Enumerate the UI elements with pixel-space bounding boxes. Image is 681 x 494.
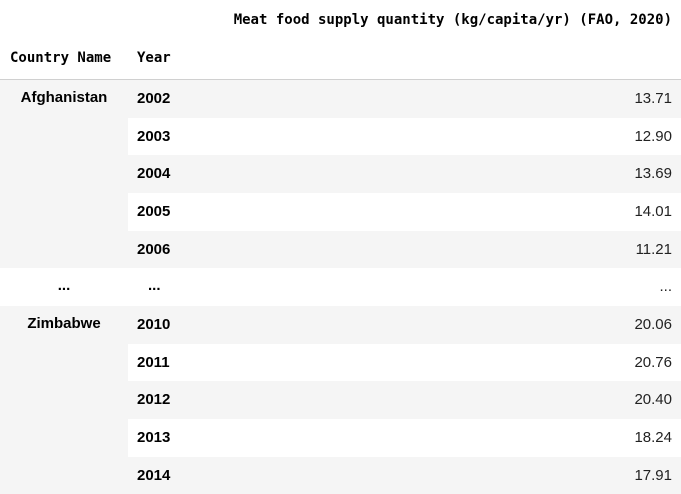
- country-cell: Afghanistan: [20, 89, 108, 106]
- ellipsis-country-cell: ...: [57, 277, 71, 295]
- table-header-row: Country Name Year: [0, 46, 681, 80]
- year-column-header: Year: [137, 50, 171, 66]
- table-body: Afghanistan 2002 13.71 2003 12.90 2004 1…: [0, 80, 681, 494]
- table-row: 2011 20.76: [0, 343, 681, 382]
- value-cell: 12.90: [634, 127, 672, 145]
- table-row: 2014 17.91: [0, 456, 681, 494]
- year-cell: 2014: [137, 466, 171, 484]
- value-cell: 20.40: [634, 391, 672, 409]
- ellipsis-year-cell: ...: [148, 277, 161, 295]
- year-cell: 2003: [137, 127, 171, 145]
- table-row: 2006 11.21: [0, 230, 681, 269]
- value-cell: 13.69: [634, 165, 672, 183]
- value-cell: 14.01: [634, 202, 672, 220]
- table-row: 2005 14.01: [0, 192, 681, 231]
- year-cell: 2010: [137, 315, 171, 333]
- value-cell: 13.71: [634, 90, 672, 107]
- table-row: Afghanistan 2002 13.71: [0, 80, 681, 118]
- ellipsis-value-cell: ...: [659, 278, 672, 296]
- year-cell: 2004: [137, 165, 171, 183]
- table-row: 2012 20.40: [0, 381, 681, 419]
- country-column-header: Country Name: [10, 50, 112, 66]
- year-cell: 2005: [137, 202, 171, 220]
- index-cell-background: [0, 343, 128, 382]
- year-cell: 2013: [137, 428, 171, 446]
- index-cell-background: [0, 305, 128, 344]
- index-cell-background: [0, 381, 128, 419]
- value-column-header: Meat food supply quantity (kg/capita/yr)…: [233, 12, 672, 28]
- table-row: 2003 12.90: [0, 117, 681, 156]
- year-cell: 2011: [137, 353, 170, 371]
- ellipsis-row: ... ... ...: [0, 268, 681, 306]
- index-cell-background: [0, 80, 128, 118]
- table-row: 2004 13.69: [0, 155, 681, 193]
- value-cell: 17.91: [634, 466, 672, 484]
- value-cell: 20.76: [634, 353, 672, 371]
- table-row: 2013 18.24: [0, 418, 681, 457]
- country-cell: Zimbabwe: [27, 314, 101, 332]
- index-cell-background: [0, 456, 128, 494]
- year-cell: 2002: [137, 90, 171, 107]
- index-cell-background: [0, 192, 128, 231]
- year-cell: 2006: [137, 240, 171, 258]
- value-cell: 11.21: [635, 240, 672, 258]
- value-cell: 18.24: [634, 428, 672, 446]
- index-cell-background: [0, 230, 128, 269]
- index-cell-background: [0, 418, 128, 457]
- index-cell-background: [0, 155, 128, 193]
- index-cell-background: [0, 117, 128, 156]
- table-row: Zimbabwe 2010 20.06: [0, 305, 681, 344]
- year-cell: 2012: [137, 391, 171, 409]
- value-cell: 20.06: [634, 315, 672, 333]
